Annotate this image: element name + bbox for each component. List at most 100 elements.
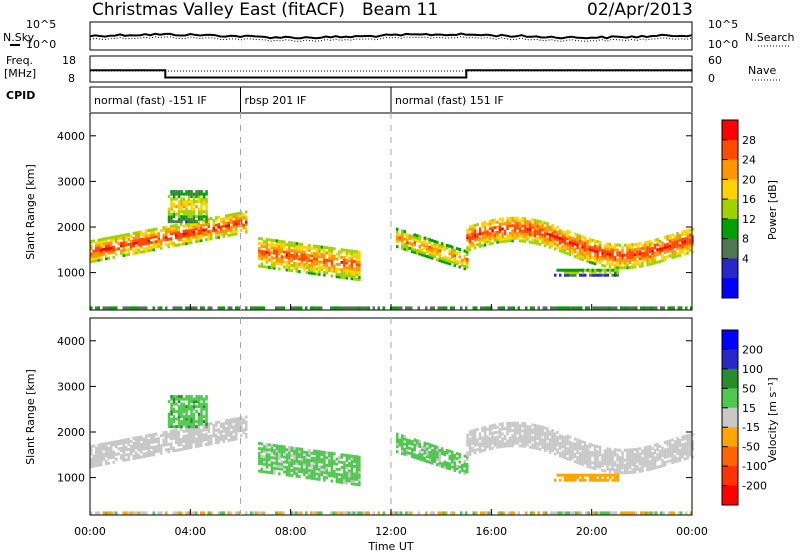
velocity-cell xyxy=(205,425,208,429)
power-cell xyxy=(137,243,140,247)
power-cell xyxy=(591,271,594,275)
power-cell xyxy=(628,261,632,264)
power-cell xyxy=(673,250,677,254)
velocity-cell xyxy=(185,405,188,409)
power-cell xyxy=(421,240,424,244)
power-cell xyxy=(120,241,123,245)
power-cell xyxy=(177,190,181,194)
velocity-cell xyxy=(145,511,148,515)
velocity-cell xyxy=(290,469,294,472)
velocity-cell xyxy=(298,450,301,453)
power-cell xyxy=(598,258,602,262)
velocity-cell xyxy=(613,448,617,452)
power-cell xyxy=(471,232,474,236)
power-cell xyxy=(683,229,687,233)
power-cell xyxy=(200,226,203,230)
velocity-cell xyxy=(543,431,547,435)
velocity-cell xyxy=(352,511,355,515)
velocity-cell xyxy=(656,453,659,457)
power-cell xyxy=(621,258,624,262)
power-cell xyxy=(526,222,529,226)
power-cell xyxy=(631,253,634,257)
power-cell xyxy=(172,241,175,245)
velocity-cell xyxy=(651,464,654,468)
velocity-cell xyxy=(528,425,532,429)
power-cell xyxy=(491,231,494,235)
power-cell xyxy=(185,202,188,206)
power-cell xyxy=(616,261,619,265)
velocity-cell xyxy=(343,476,346,480)
velocity-cell xyxy=(397,511,400,515)
power-cell xyxy=(202,197,206,201)
power-cell xyxy=(621,261,624,265)
power-cell xyxy=(688,228,692,232)
velocity-cell xyxy=(511,434,514,438)
velocity-cell xyxy=(313,457,316,461)
velocity-cell xyxy=(207,430,210,434)
velocity-cell xyxy=(626,453,629,457)
velocity-cell xyxy=(643,451,647,455)
power-cell xyxy=(438,259,441,262)
power-cell xyxy=(488,222,492,226)
power-cell xyxy=(686,244,689,248)
velocity-cell xyxy=(588,445,592,449)
velocity-cell xyxy=(348,479,351,483)
velocity-cell xyxy=(127,447,130,451)
power-cell xyxy=(235,227,238,231)
velocity-cell xyxy=(242,418,245,422)
power-cell xyxy=(646,263,649,267)
power-cell xyxy=(195,205,198,209)
velocity-cell xyxy=(200,439,203,443)
velocity-cell xyxy=(671,458,674,462)
velocity-cell xyxy=(330,479,334,483)
velocity-cell xyxy=(265,470,269,474)
power-cell xyxy=(678,243,682,247)
velocity-cell xyxy=(182,447,185,451)
power-cell xyxy=(298,265,301,269)
velocity-cell xyxy=(200,444,203,448)
power-cell xyxy=(676,237,679,240)
velocity-cell xyxy=(578,462,582,466)
power-cell xyxy=(220,232,223,236)
velocity-cell xyxy=(542,511,545,515)
velocity-cell xyxy=(410,511,413,515)
velocity-cell xyxy=(210,437,213,441)
colorbar-cell xyxy=(722,159,738,180)
power-cell xyxy=(165,230,168,234)
power-cell xyxy=(566,244,569,248)
power-cell xyxy=(581,248,584,251)
power-cell xyxy=(210,234,213,238)
power-cell xyxy=(197,192,201,196)
velocity-cell xyxy=(576,451,579,455)
power-cell xyxy=(210,232,213,236)
velocity-cell xyxy=(608,467,612,471)
power-cell xyxy=(195,192,198,196)
velocity-cell xyxy=(343,463,346,467)
power-cell xyxy=(408,241,411,245)
power-cell xyxy=(353,270,356,274)
power-cell xyxy=(426,247,429,251)
power-cell xyxy=(232,230,235,234)
velocity-cell xyxy=(132,444,135,448)
velocity-cell xyxy=(205,395,208,399)
velocity-cell xyxy=(353,460,356,463)
power-cell xyxy=(517,306,520,310)
velocity-cell xyxy=(578,444,582,448)
velocity-cell xyxy=(392,511,395,515)
velocity-cell xyxy=(323,450,326,454)
velocity-cell xyxy=(202,415,206,419)
power-cell xyxy=(318,245,321,249)
velocity-cell xyxy=(160,444,163,448)
power-cell xyxy=(596,252,599,256)
power-cell xyxy=(135,236,138,240)
velocity-cell xyxy=(197,439,200,443)
power-cell xyxy=(523,239,527,243)
power-cell xyxy=(192,225,195,229)
colorbar-cell xyxy=(722,139,738,161)
velocity-cell xyxy=(581,476,584,480)
velocity-cell xyxy=(200,410,203,414)
power-cell xyxy=(127,252,130,256)
power-cell xyxy=(613,255,617,259)
power-cell xyxy=(288,248,291,252)
